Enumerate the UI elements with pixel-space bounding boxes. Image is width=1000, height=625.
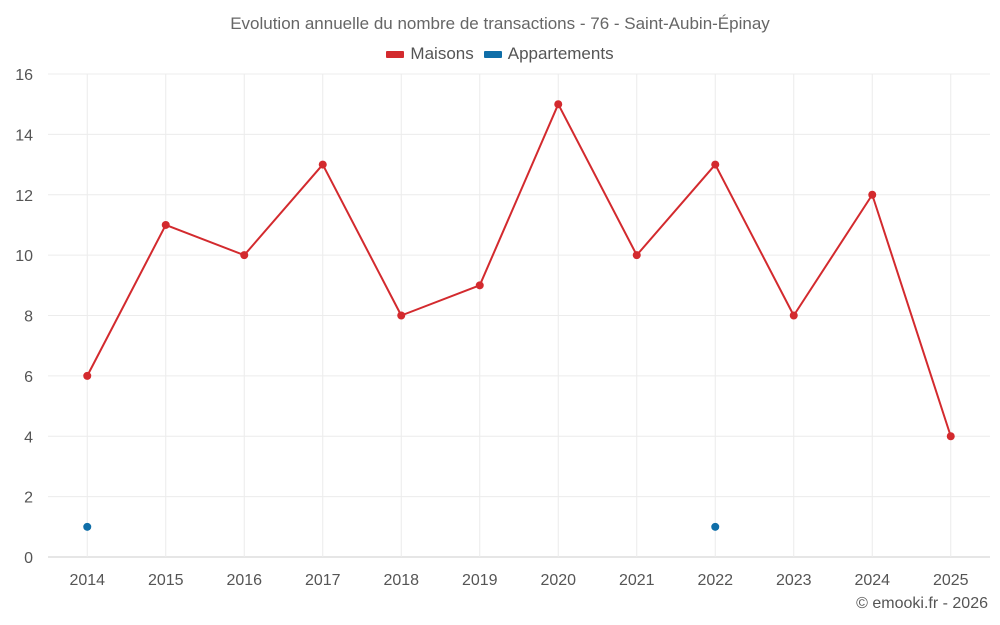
- data-point-maisons: [397, 311, 406, 320]
- x-tick-label: 2016: [226, 572, 262, 589]
- data-point-maisons: [475, 281, 484, 290]
- y-tick-label: 16: [15, 67, 33, 84]
- series-line-maisons: [86, 103, 952, 437]
- data-point-appartements: [711, 522, 720, 531]
- data-point-maisons: [554, 100, 563, 109]
- y-tick-label: 0: [24, 550, 33, 567]
- x-tick-label: 2024: [854, 572, 890, 589]
- x-tick-label: 2014: [69, 572, 105, 589]
- data-point-maisons: [318, 160, 327, 169]
- x-tick-label: 2021: [619, 572, 655, 589]
- data-point-maisons: [240, 251, 249, 260]
- x-tick-label: 2020: [540, 572, 576, 589]
- data-point-maisons: [946, 432, 955, 441]
- legend-item-maisons[interactable]: Maisons: [386, 44, 474, 64]
- y-tick-label: 2: [24, 490, 33, 507]
- x-tick-label: 2018: [383, 572, 419, 589]
- x-tick-label: 2022: [697, 572, 733, 589]
- x-tick-label: 2017: [305, 572, 341, 589]
- data-point-maisons: [83, 371, 92, 380]
- y-tick-label: 14: [15, 127, 33, 144]
- y-tick-label: 6: [24, 369, 33, 386]
- data-point-maisons: [789, 311, 798, 320]
- legend-item-appartements[interactable]: Appartements: [483, 44, 614, 64]
- legend-swatch-maisons: [386, 50, 405, 58]
- x-tick-label: 2015: [148, 572, 184, 589]
- legend-label-appartements: Appartements: [507, 44, 614, 63]
- x-tick-label: 2025: [933, 572, 969, 589]
- x-tick-label: 2023: [776, 572, 812, 589]
- y-tick-label: 10: [15, 248, 33, 265]
- data-point-maisons: [161, 220, 170, 229]
- x-tick-label: 2019: [462, 572, 498, 589]
- y-tick-label: 12: [15, 188, 33, 205]
- y-tick-label: 4: [24, 429, 33, 446]
- credit-text: © emooki.fr - 2026: [856, 595, 988, 612]
- y-tick-label: 8: [24, 309, 33, 326]
- legend-swatch-appartements: [483, 50, 502, 58]
- data-point-maisons: [868, 190, 877, 199]
- data-point-maisons: [711, 160, 720, 169]
- data-point-maisons: [632, 251, 641, 260]
- data-point-appartements: [83, 522, 92, 531]
- chart-title: Evolution annuelle du nombre de transact…: [230, 14, 770, 33]
- legend-label-maisons: Maisons: [410, 44, 474, 63]
- legend: Maisons Appartements: [0, 44, 1000, 64]
